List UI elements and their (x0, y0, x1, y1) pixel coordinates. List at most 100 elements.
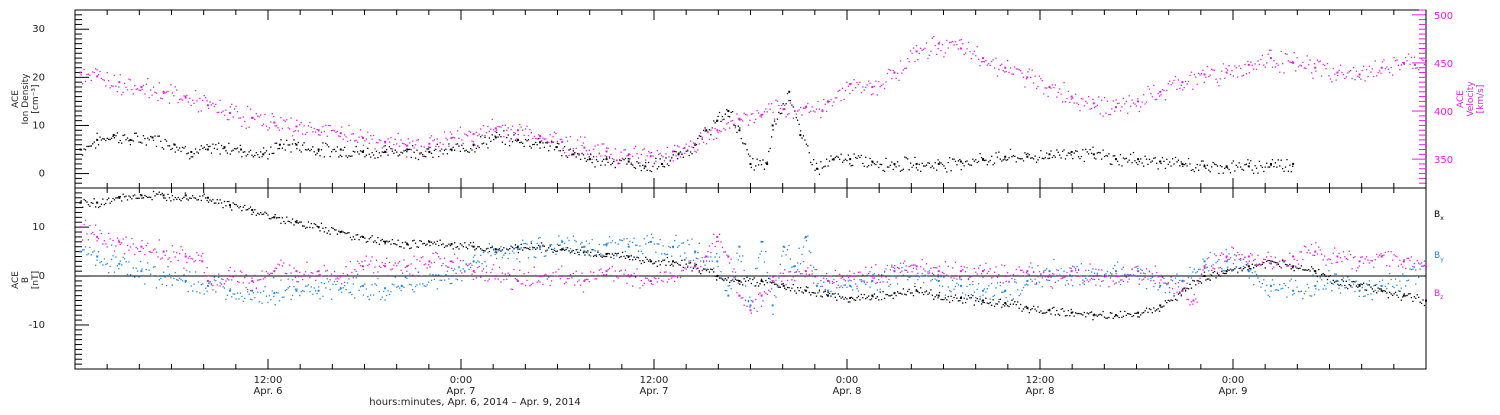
bz-series-sample (869, 271, 870, 272)
velocity-series-sample (1043, 93, 1044, 94)
density-series-sample (373, 154, 374, 155)
by-series-sample (178, 280, 179, 281)
density-series-sample (872, 162, 873, 163)
bz-series-sample (205, 275, 206, 276)
bx-series-sample (1120, 311, 1121, 312)
bx-series-sample (422, 243, 423, 244)
bz-series-sample (962, 269, 963, 270)
bx-series-sample (1047, 309, 1048, 310)
bx-series-sample (662, 260, 663, 261)
density-series-sample (647, 170, 648, 171)
density-series-sample (545, 142, 546, 143)
bz-series-sample (460, 260, 461, 261)
density-series-sample (675, 151, 676, 152)
density-series-sample (380, 155, 381, 156)
by-series-sample (1292, 294, 1293, 295)
velocity-series-sample (421, 146, 422, 147)
velocity-series-sample (1178, 79, 1179, 80)
by-series-sample (288, 287, 289, 288)
velocity-series-sample (1299, 65, 1300, 66)
bz-series-sample (522, 283, 523, 284)
density-series-sample (686, 151, 687, 152)
by-series-sample (1065, 284, 1066, 285)
by-series-sample (1110, 272, 1111, 273)
velocity-series-sample (502, 125, 503, 126)
by-series-sample (222, 286, 223, 287)
by-series-sample (1266, 285, 1267, 286)
bx-series-sample (961, 296, 962, 297)
by-series-sample (1011, 278, 1012, 279)
bz-series-sample (1107, 275, 1108, 276)
density-series-sample (922, 163, 923, 164)
bz-series-sample (183, 268, 184, 269)
bx-series-sample (1211, 275, 1212, 276)
velocity-series-sample (331, 130, 332, 131)
density-series-sample (1208, 170, 1209, 171)
velocity-series-sample (1308, 64, 1309, 65)
by-series-sample (1351, 287, 1352, 288)
bx-series-sample (89, 206, 90, 207)
bx-series-sample (574, 253, 575, 254)
bz-series-sample (1016, 269, 1017, 270)
velocity-series-sample (460, 127, 461, 128)
density-series-point (628, 161, 630, 163)
by-series-sample (625, 251, 626, 252)
by-series-sample (1269, 296, 1270, 297)
velocity-series-sample (846, 82, 847, 83)
by-series-sample (1393, 287, 1394, 288)
velocity-series-sample (212, 103, 213, 104)
by-series-sample (140, 261, 141, 262)
bz-series-sample (1043, 272, 1044, 273)
bx-series-sample (1091, 311, 1092, 312)
by-series-sample (272, 290, 273, 291)
bx-series-sample (499, 248, 500, 249)
bz-series-sample (774, 281, 775, 282)
bz-series-sample (584, 279, 585, 280)
bx-series-sample (466, 247, 467, 248)
bz-series-sample (1000, 282, 1001, 283)
density-series-sample (147, 138, 148, 139)
velocity-series-sample (961, 39, 962, 40)
bz-series (80, 220, 1427, 314)
bx-series-sample (1369, 284, 1370, 285)
bz-series-sample (231, 279, 232, 280)
by-series-sample (865, 284, 866, 285)
bx-series-sample (222, 207, 223, 208)
velocity-series-sample (924, 48, 925, 49)
velocity-series-sample (115, 86, 116, 87)
velocity-series-sample (1259, 64, 1260, 65)
bx-series-sample (483, 250, 484, 251)
density-series-sample (1243, 170, 1244, 171)
velocity-series-sample (1334, 73, 1335, 74)
density-series-sample (887, 166, 888, 167)
density-series-sample (270, 146, 271, 147)
bz-series-sample (716, 241, 717, 242)
velocity-series-sample (1075, 94, 1076, 95)
by-series-sample (819, 291, 820, 292)
density-series-sample (224, 147, 225, 148)
by-series-sample (1115, 273, 1116, 274)
density-series-sample (903, 169, 904, 170)
bx-series-sample (871, 298, 872, 299)
by-series-sample (484, 261, 485, 262)
by-series-sample (373, 294, 374, 295)
velocity-series-sample (277, 127, 278, 128)
by-series-sample (298, 281, 299, 282)
bz-series-sample (1072, 266, 1073, 267)
velocity-series-sample (914, 61, 915, 62)
by-series-sample (487, 252, 488, 253)
velocity-series-sample (1194, 74, 1195, 75)
velocity-series-point (1071, 96, 1073, 98)
velocity-series-sample (1246, 73, 1247, 74)
density-series-sample (781, 113, 782, 114)
density-series-sample (1218, 173, 1219, 174)
bx-series-sample (169, 197, 170, 198)
bz-series-sample (693, 267, 694, 268)
velocity-series-sample (623, 149, 624, 150)
bz-series-sample (1033, 272, 1034, 273)
by-series-sample (1052, 273, 1053, 274)
by-series-sample (354, 297, 355, 298)
bx-series-sample (1155, 310, 1156, 311)
bz-series-sample (356, 271, 357, 272)
bz-series-sample (283, 262, 284, 263)
